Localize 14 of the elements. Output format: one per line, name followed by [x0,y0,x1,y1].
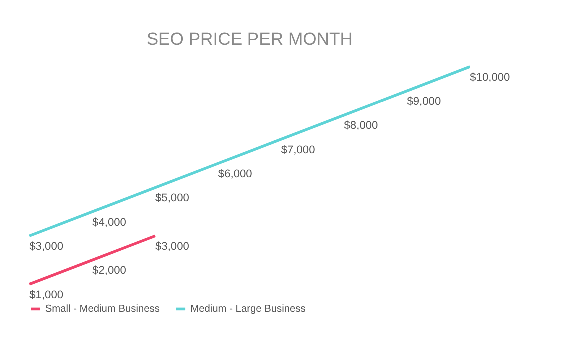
data-label: $10,000 [470,72,510,84]
data-label: $3,000 [155,241,190,254]
data-label: $6,000 [218,168,252,181]
legend-label: Medium - Large Business [190,304,306,315]
data-label: $9,000 [407,96,442,108]
data-label: $3,000 [30,241,64,254]
data-label: $8,000 [344,120,378,132]
data-label: $1,000 [30,289,64,302]
chart-title: SEO PRICE PER MONTH [146,29,353,50]
data-label: $4,000 [92,216,126,229]
data-label: $7,000 [281,144,316,156]
legend-label: Small - Medium Business [45,304,160,315]
data-label: $5,000 [155,192,190,205]
data-label: $2,000 [92,265,126,278]
